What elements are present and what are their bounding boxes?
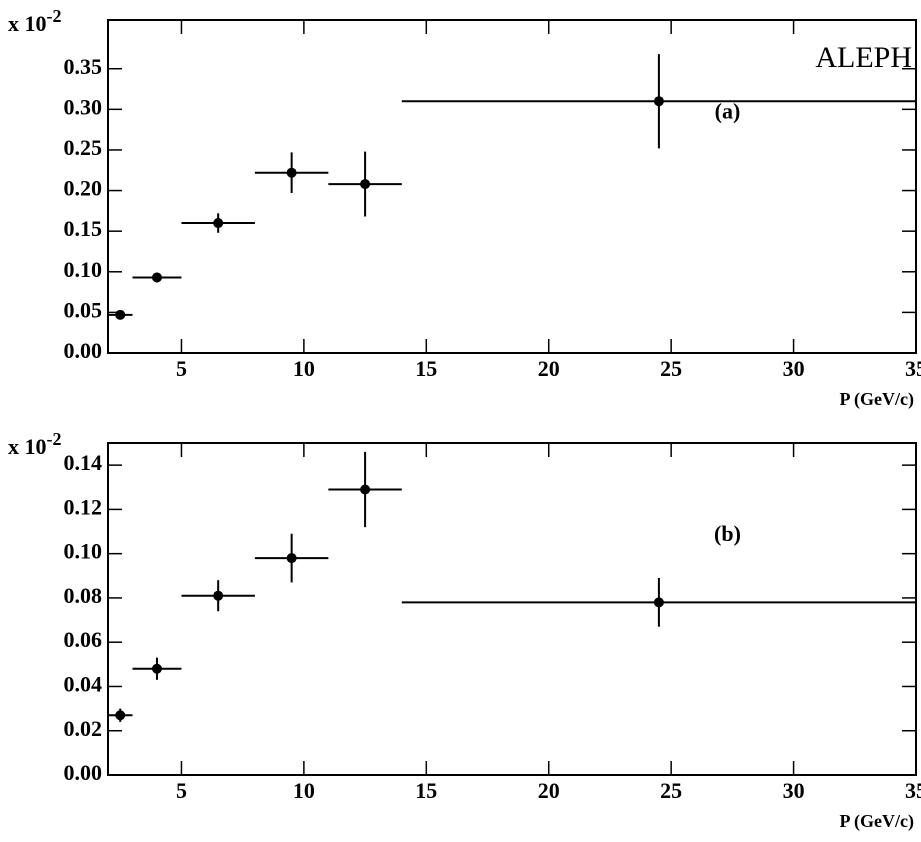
x-tick-label: 30 (783, 356, 805, 381)
x-tick-label: 25 (660, 356, 682, 381)
y-scale-exponent: -2 (47, 6, 62, 26)
y-tick-label: 0.30 (64, 94, 103, 119)
y-tick-label: 0.12 (64, 494, 103, 519)
data-point (653, 597, 664, 608)
y-scale-base: x 10 (8, 434, 47, 459)
y-tick-label: 0.05 (64, 297, 103, 322)
data-point (286, 167, 297, 178)
panel-label: (a) (715, 98, 741, 123)
x-tick-label: 10 (293, 778, 315, 803)
y-tick-label: 0.08 (64, 583, 103, 608)
data-point (360, 179, 371, 190)
x-tick-label: 20 (538, 778, 560, 803)
data-point (115, 309, 126, 320)
data-point (213, 590, 224, 601)
y-tick-label: 0.20 (64, 176, 103, 201)
y-tick-label: 0.10 (64, 539, 103, 564)
data-point (115, 710, 126, 721)
data-point (151, 272, 162, 283)
y-tick-label: 0.15 (64, 216, 103, 241)
y-scale-label: x 10-2 (8, 6, 62, 36)
x-tick-label: 5 (176, 778, 187, 803)
x-tick-label: 25 (660, 778, 682, 803)
data-point (360, 484, 371, 495)
panel-label: (b) (714, 521, 741, 546)
data-point (213, 218, 224, 229)
y-tick-label: 0.25 (64, 135, 103, 160)
x-tick-label: 20 (538, 356, 560, 381)
y-tick-label: 0.10 (64, 257, 103, 282)
y-tick-label: 0.00 (64, 760, 103, 785)
y-tick-label: 0.35 (64, 54, 103, 79)
annotation: ALEPH (815, 41, 912, 74)
x-tick-label: 15 (415, 356, 437, 381)
plot-frame (107, 442, 917, 776)
x-tick-label: 15 (415, 778, 437, 803)
y-scale-exponent: -2 (47, 429, 62, 449)
x-tick-label: 35 (905, 356, 921, 381)
x-axis-label: P (GeV/c) (840, 811, 914, 832)
data-point (653, 96, 664, 107)
x-axis-label: P (GeV/c) (840, 389, 914, 410)
data-point (286, 553, 297, 564)
x-tick-label: 10 (293, 356, 315, 381)
y-tick-label: 0.00 (64, 338, 103, 363)
y-tick-label: 0.14 (64, 450, 103, 475)
plot-frame (107, 19, 917, 354)
data-point (151, 663, 162, 674)
x-tick-label: 30 (783, 778, 805, 803)
y-tick-label: 0.02 (64, 716, 103, 741)
x-tick-label: 35 (905, 778, 921, 803)
x-tick-label: 5 (176, 356, 187, 381)
y-scale-base: x 10 (8, 11, 47, 36)
y-scale-label: x 10-2 (8, 429, 62, 459)
y-tick-label: 0.04 (64, 672, 103, 697)
y-tick-label: 0.06 (64, 627, 103, 652)
